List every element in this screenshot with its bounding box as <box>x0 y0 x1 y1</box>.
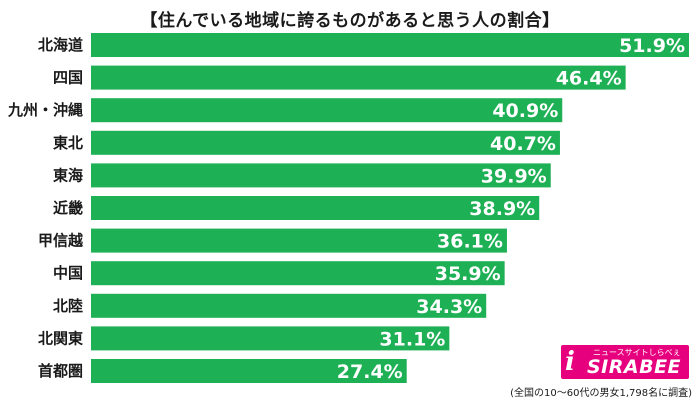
survey-footnote: (全国の10～60代の男女1,798名に調査) <box>510 388 692 399</box>
bar <box>91 326 450 351</box>
category-label: 東海 <box>53 166 83 184</box>
bar <box>91 196 540 220</box>
bar <box>91 130 560 155</box>
value-label: 38.9% <box>469 198 535 220</box>
value-label: 35.9% <box>435 263 501 285</box>
value-label: 46.4% <box>556 68 622 90</box>
bar <box>91 228 507 253</box>
category-label: 首都圏 <box>38 362 83 380</box>
bar <box>91 33 689 57</box>
value-label: 39.9% <box>481 165 547 187</box>
category-label: 北関東 <box>38 329 83 347</box>
category-label: 九州・沖縄 <box>7 101 83 119</box>
value-label: 31.1% <box>379 328 445 350</box>
bar <box>91 261 505 286</box>
sirabee-logo: i ニュースサイトしらべぇ SIRABEE <box>561 345 689 379</box>
category-label: 四国 <box>53 69 83 87</box>
chart-title: 【住んでいる地域に誇るものがあると思う人の割合】 <box>140 11 560 31</box>
value-label: 40.9% <box>492 100 558 122</box>
value-label: 34.3% <box>416 296 482 318</box>
bar <box>91 359 407 383</box>
logo-mark-icon: i <box>565 347 575 377</box>
category-label: 北陸 <box>53 297 83 315</box>
category-label: 中国 <box>53 264 83 282</box>
value-label: 27.4% <box>337 361 403 383</box>
bar <box>91 65 626 90</box>
value-label: 36.1% <box>437 231 503 253</box>
value-label: 51.9% <box>619 35 685 57</box>
category-label: 甲信越 <box>38 232 84 250</box>
category-label: 東北 <box>53 134 83 152</box>
logo-brand: SIRABEE <box>587 356 682 378</box>
logo-tagline: ニュースサイトしらべぇ <box>593 348 681 357</box>
bar <box>91 163 551 188</box>
category-label: 近畿 <box>53 199 83 217</box>
bar <box>91 98 563 123</box>
value-label: 40.7% <box>490 133 556 155</box>
category-label: 北海道 <box>38 36 83 54</box>
bar <box>91 293 487 318</box>
